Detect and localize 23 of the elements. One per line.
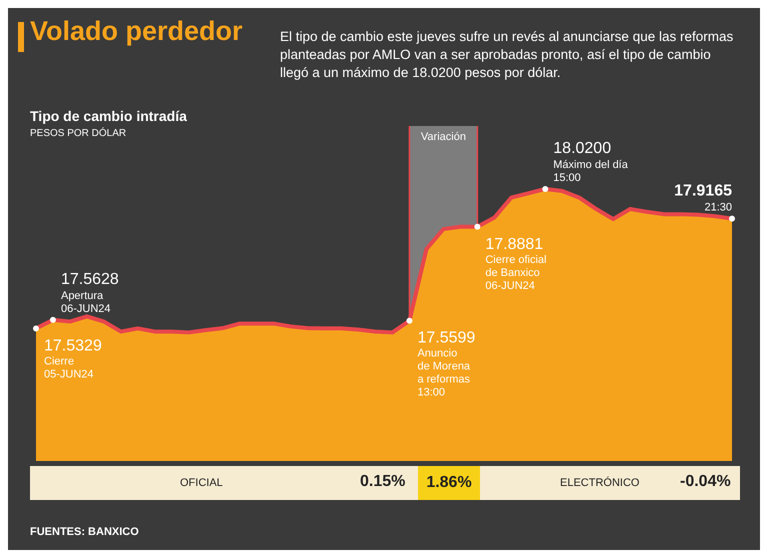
annotation: 21:30	[704, 202, 732, 214]
annotation: Cierre 05-JUN24	[44, 355, 94, 380]
text: ELECTRÓNICO	[560, 477, 640, 489]
annotation: Cierre oficial de Banxico 06-JUN24	[485, 254, 547, 292]
text: -0.04%	[680, 473, 731, 491]
annotation: Variación	[420, 131, 466, 143]
data-label: 17.5628	[60, 270, 119, 288]
legend-title: Tipo de cambio intradía	[30, 108, 187, 124]
data-label: 17.5329	[44, 337, 102, 354]
y-axis-title: PESOS POR DÓLAR	[30, 128, 126, 139]
data-label: 17.9165	[674, 182, 732, 200]
chart-subtitle: El tipo de cambio este jueves sufre un revés al anunciarse que las reformas planteadas por AMLO van a ser aprobadas pronto, así el tipo de cambio llegó a un máximo de 18.0200 pesos por dólar.	[280, 28, 734, 82]
annotation: Apertura 06-JUN24	[60, 290, 111, 315]
annotation: Anuncio de Morena a reformas 13:00	[417, 348, 471, 399]
chart-title: Volado perdedor	[30, 16, 244, 46]
text: 0.15%	[360, 473, 406, 491]
text: 1.86%	[418, 466, 480, 500]
source-note: FUENTES: BANXICO	[30, 526, 139, 538]
data-label: 17.5599	[417, 330, 476, 347]
text: OFICIAL	[180, 477, 223, 489]
annotation: Máximo del día 15:00	[553, 158, 629, 184]
data-label: 18.0200	[553, 140, 612, 157]
data-label: 17.8881	[485, 236, 544, 253]
